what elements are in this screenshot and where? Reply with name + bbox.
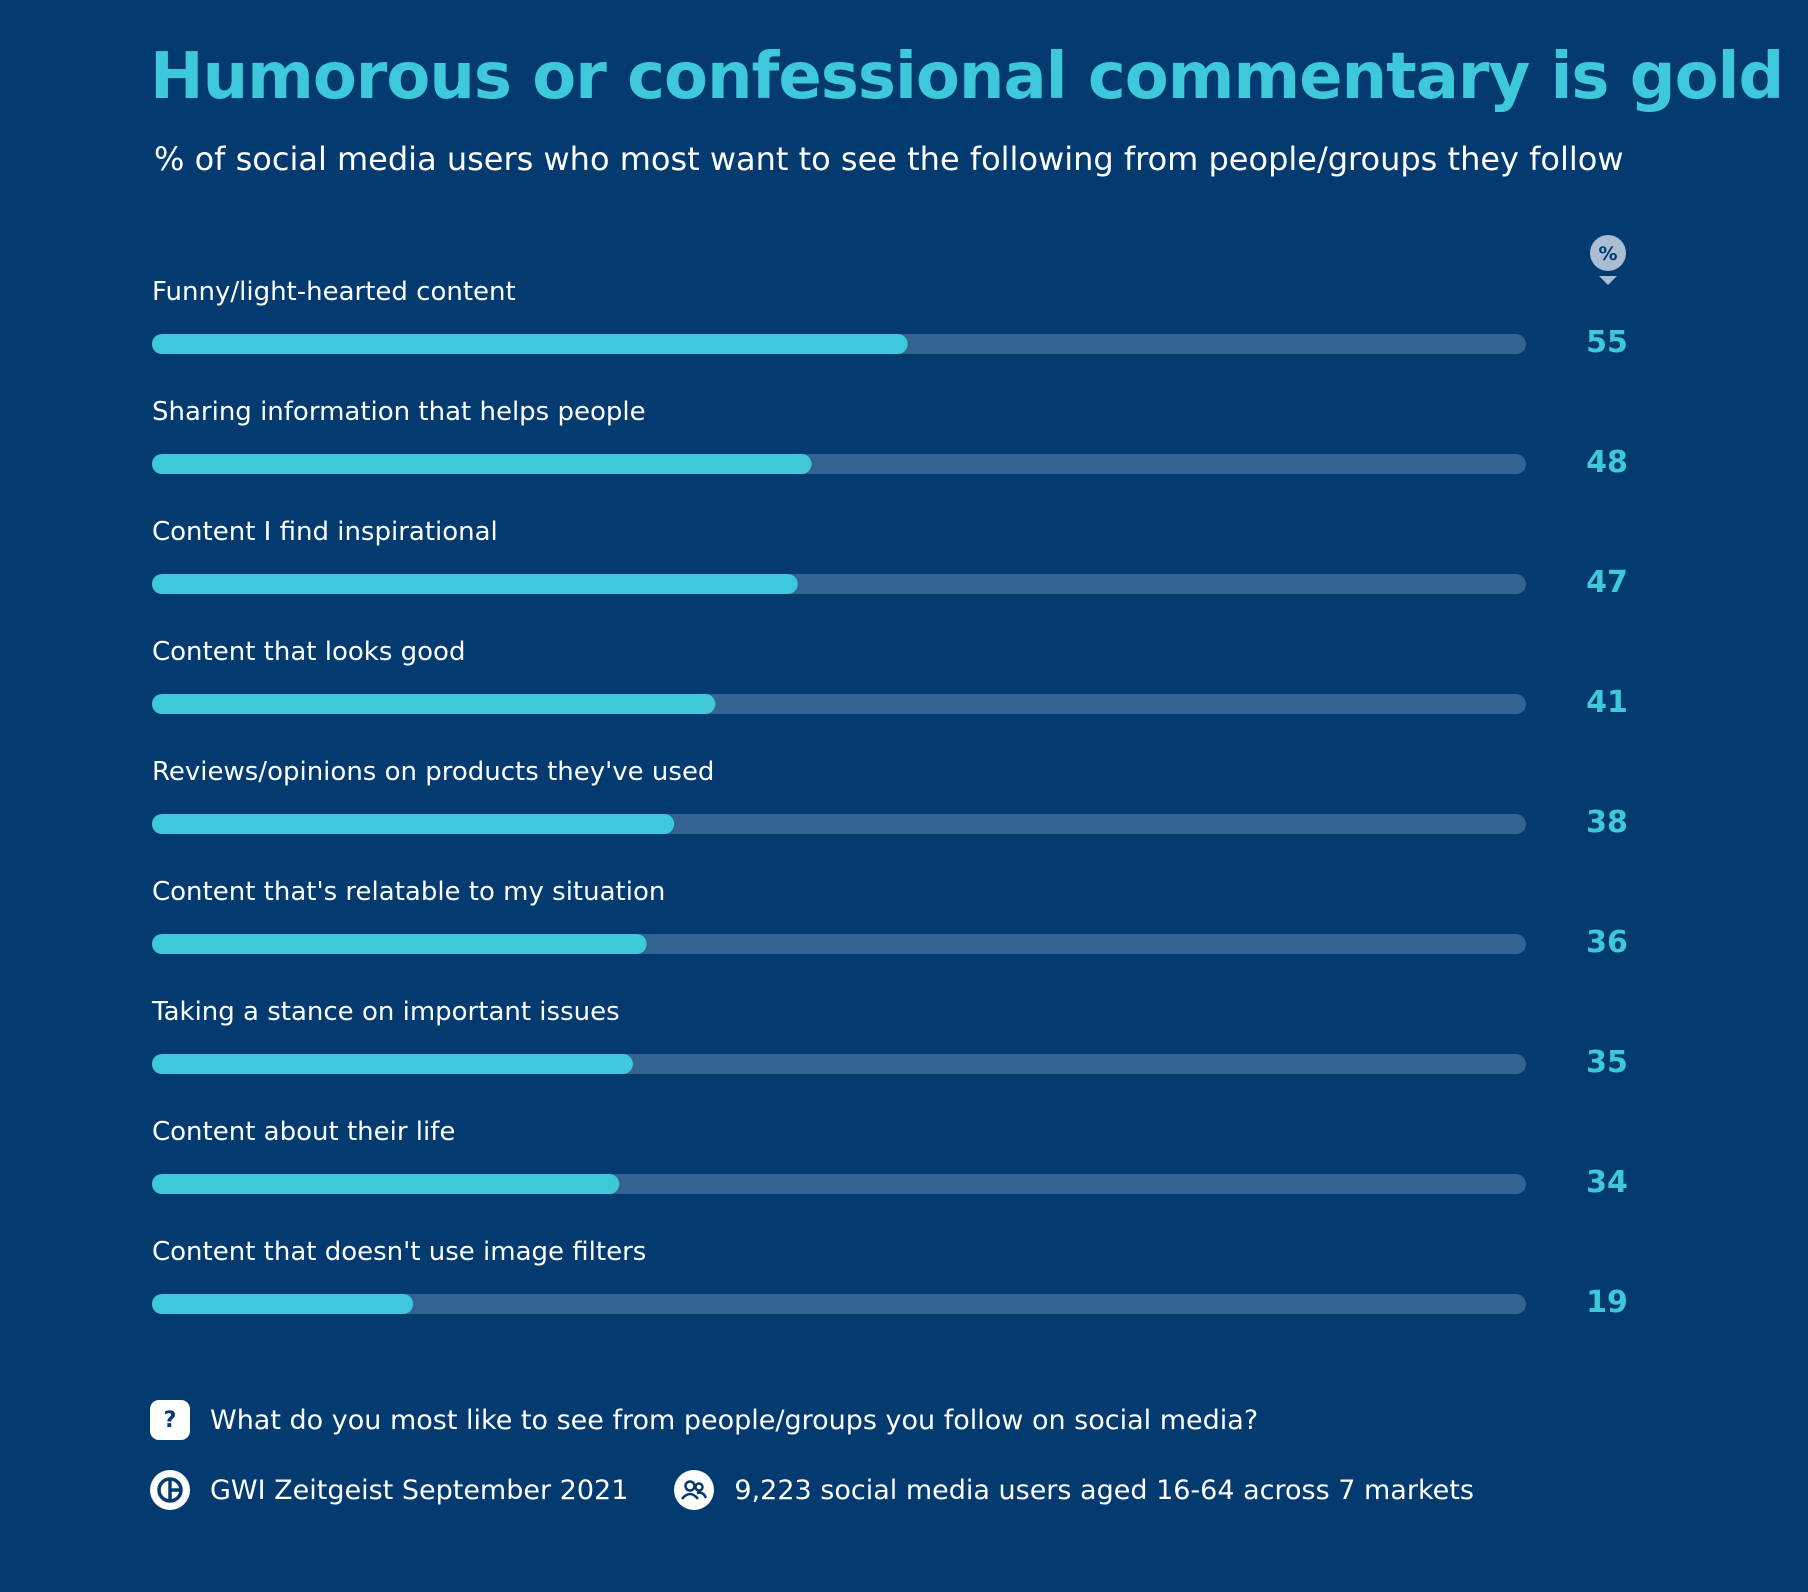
- value-label: 35: [1586, 1045, 1628, 1080]
- bar-row-content-about-their-life: Content about their life 34: [152, 1117, 1628, 1200]
- bar-row-sharing-information-that-helps-people: Sharing information that helps people 48: [152, 397, 1628, 480]
- sample-text: 9,223 social media users aged 16-64 acro…: [734, 1474, 1474, 1506]
- bar-row-content-i-find-inspirational: Content I find inspirational 47: [152, 517, 1628, 600]
- bar-row-content-that-s-relatable-to-my-situation: Content that's relatable to my situation…: [152, 877, 1628, 960]
- bar-row-content-that-doesn-t-use-image-filters: Content that doesn't use image filters 19: [152, 1237, 1628, 1320]
- source-text: GWI Zeitgeist September 2021: [210, 1474, 629, 1506]
- bar-fill: [152, 1054, 633, 1074]
- category-label: Content that's relatable to my situation: [152, 877, 665, 907]
- category-label: Content I find inspirational: [152, 517, 498, 547]
- percent-unit-label: %: [1598, 243, 1617, 265]
- value-label: 36: [1586, 925, 1628, 960]
- question-icon: ?: [150, 1400, 190, 1440]
- category-label: Taking a stance on important issues: [151, 997, 620, 1027]
- chart-subtitle: % of social media users who most want to…: [154, 140, 1624, 178]
- category-label: Funny/light-hearted content: [152, 277, 516, 307]
- bar-fill: [152, 334, 908, 354]
- value-label: 48: [1586, 445, 1628, 480]
- bar-fill: [152, 454, 812, 474]
- question-text: What do you most like to see from people…: [210, 1404, 1259, 1436]
- users-icon: [674, 1470, 715, 1510]
- category-label: Content about their life: [152, 1117, 455, 1147]
- bar-fill: [152, 694, 716, 714]
- bar-fill: [152, 1294, 414, 1314]
- bar-row-funny-light-hearted-content: Funny/light-hearted content 55: [152, 277, 1628, 360]
- category-label: Sharing information that helps people: [152, 397, 646, 427]
- value-label: 41: [1586, 685, 1628, 720]
- bar-row-taking-a-stance-on-important-issues: Taking a stance on important issues 35: [151, 997, 1628, 1080]
- bar-track: [152, 1294, 1526, 1314]
- category-label: Content that doesn't use image filters: [152, 1237, 646, 1267]
- question-note: ? What do you most like to see from peop…: [150, 1400, 1258, 1440]
- value-label: 19: [1586, 1285, 1628, 1320]
- percent-marker-icon: %: [1590, 235, 1626, 285]
- bar-fill: [152, 1174, 620, 1194]
- value-label: 38: [1586, 805, 1628, 840]
- source-note: GWI Zeitgeist September 2021 9,223 socia…: [150, 1470, 1474, 1510]
- bar-fill: [152, 574, 798, 594]
- bar-fill: [152, 934, 647, 954]
- bar-row-reviews-opinions-on-products-they-ve-used: Reviews/opinions on products they've use…: [152, 757, 1628, 840]
- value-label: 55: [1586, 325, 1628, 360]
- bar-fill: [152, 814, 675, 834]
- bar-row-content-that-looks-good: Content that looks good 41: [152, 637, 1628, 720]
- category-label: Content that looks good: [152, 637, 465, 667]
- gwi-logo-icon: [150, 1470, 190, 1510]
- chart-title: Humorous or confessional commentary is g…: [150, 40, 1784, 114]
- value-label: 47: [1586, 565, 1628, 600]
- value-label: 34: [1586, 1165, 1628, 1200]
- category-label: Reviews/opinions on products they've use…: [152, 757, 714, 787]
